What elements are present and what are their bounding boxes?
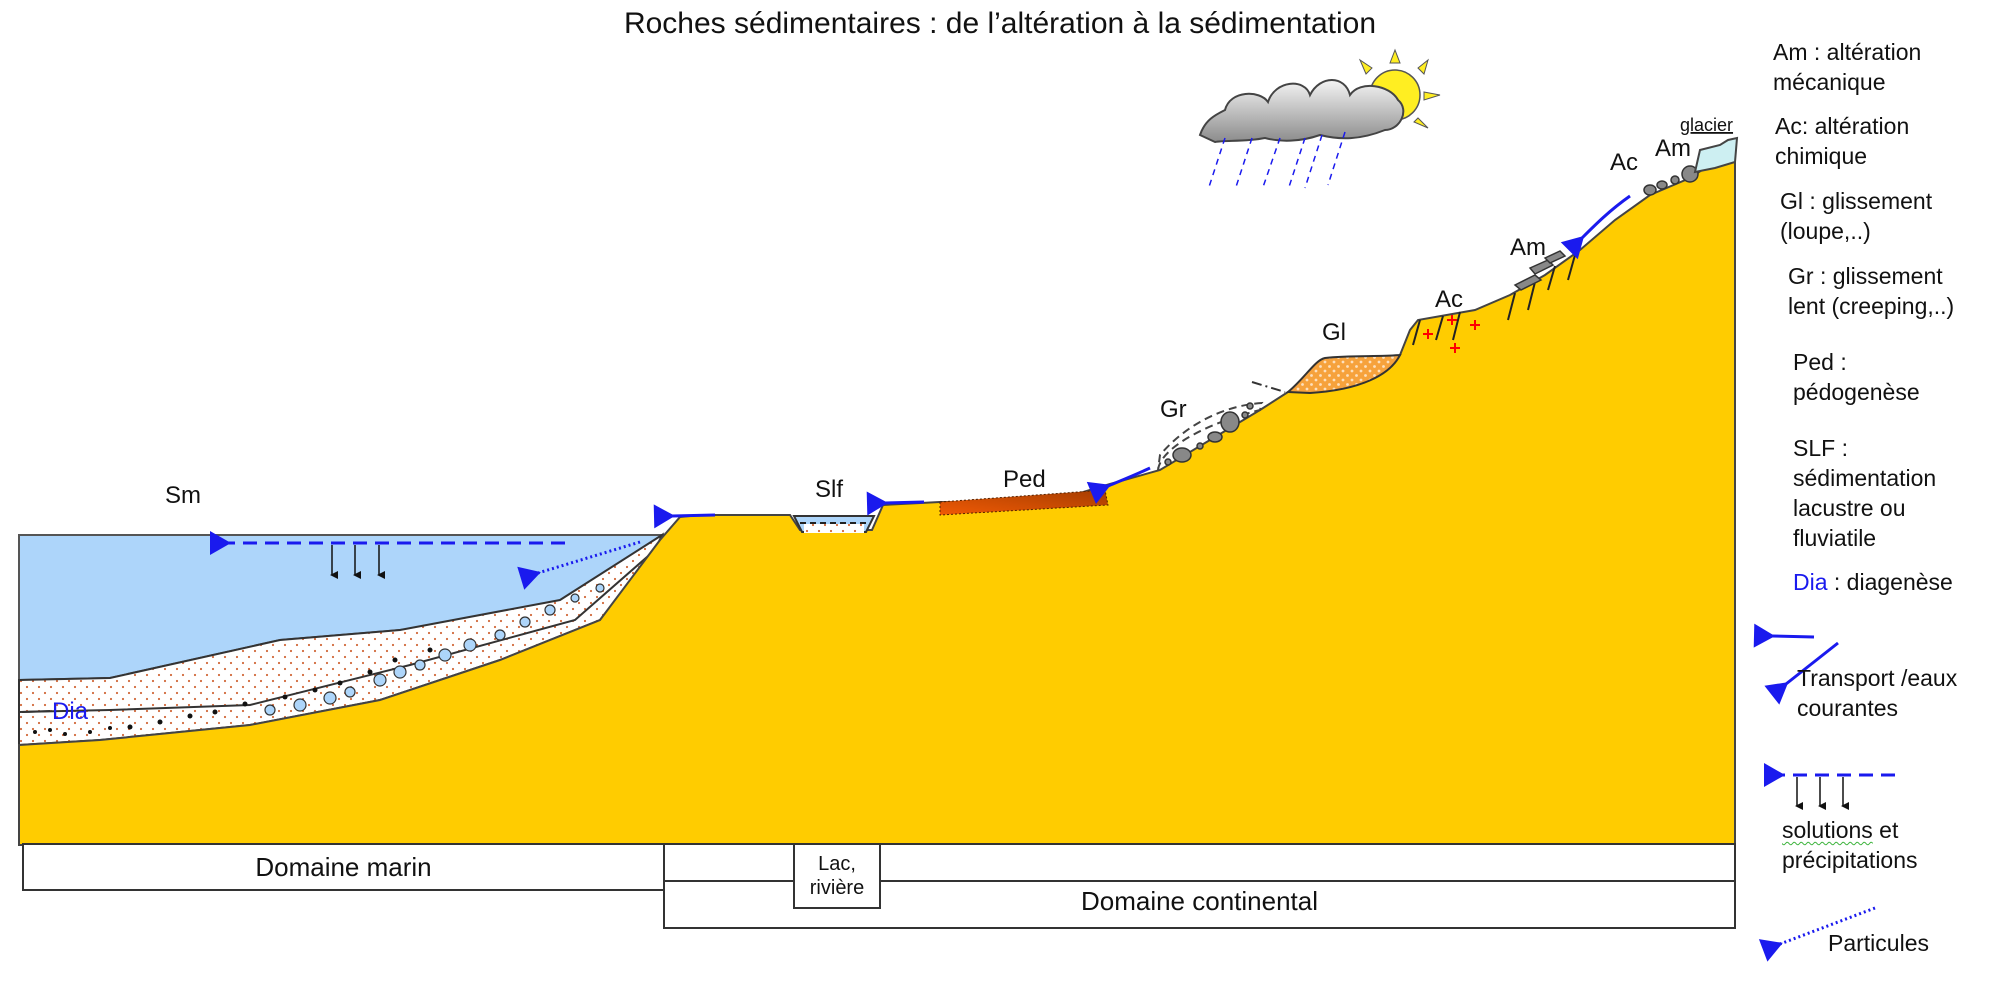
label-gr: Gr bbox=[1160, 396, 1187, 423]
precipitation-arrows bbox=[330, 545, 385, 579]
label-sm: Sm bbox=[165, 482, 201, 509]
rock-body bbox=[18, 160, 1736, 846]
chemical-weathering-marks bbox=[1423, 315, 1480, 353]
domain-continental-label: Domaine continental bbox=[1080, 886, 1319, 916]
legend-ac: Ac: altération chimique bbox=[1775, 113, 1910, 169]
riviere-label: rivière bbox=[809, 877, 865, 899]
diagram-title: Roches sédimentaires : de l’altération à… bbox=[624, 7, 1376, 40]
label-dia: Dia bbox=[52, 698, 89, 725]
legend-particles-icon bbox=[1758, 906, 1876, 962]
legend-transport: Transport /eaux courantes bbox=[1797, 665, 1958, 721]
legend-slf: SLF : sédimentation lacustre ou fluviatile bbox=[1793, 435, 1937, 551]
lac-label: Lac, bbox=[818, 853, 856, 875]
transport-arrows bbox=[653, 194, 1631, 529]
soil-ped bbox=[939, 489, 1109, 516]
legend-solutions: solutions et précipitations bbox=[1782, 817, 1918, 873]
diagenesis-line bbox=[21, 710, 51, 713]
landslide-slump bbox=[1285, 353, 1402, 395]
label-am-high: Am bbox=[1655, 135, 1691, 162]
label-ac-low: Ac bbox=[1435, 286, 1463, 313]
legend-transport-icon bbox=[1753, 623, 1839, 705]
label-slf: Slf bbox=[815, 476, 843, 503]
diagenesis-black-grains bbox=[33, 647, 433, 736]
label-am-mid: Am bbox=[1510, 234, 1546, 261]
legend-particules: Particules bbox=[1828, 930, 1929, 956]
creeping-mass bbox=[1157, 401, 1264, 471]
legend-am: Am : altération mécanique bbox=[1773, 39, 1922, 95]
legend-ped: Ped : pédogenèse bbox=[1793, 349, 1920, 405]
lake-sediment bbox=[804, 524, 864, 533]
rain bbox=[1207, 131, 1346, 191]
label-ped: Ped bbox=[1003, 466, 1046, 493]
domain-marin-box: Domaine marin bbox=[22, 843, 665, 891]
fractures bbox=[1412, 254, 1576, 346]
slip-surface bbox=[1251, 381, 1286, 393]
glacier bbox=[1693, 136, 1739, 174]
creeping-boulders bbox=[1164, 402, 1254, 466]
lac-riviere-box: Lac, rivière bbox=[793, 843, 881, 909]
legend-precipitation-icon bbox=[1795, 777, 1849, 810]
legend-gr: Gr : glissement lent (creeping,..) bbox=[1788, 263, 1955, 319]
diagenesis-clasts bbox=[264, 583, 605, 716]
upper-boulders bbox=[1643, 165, 1699, 196]
domain-marin-label: Domaine marin bbox=[255, 851, 432, 882]
label-glacier: glacier bbox=[1680, 115, 1733, 135]
label-gl: Gl bbox=[1322, 319, 1346, 346]
domain-divider bbox=[663, 880, 1736, 882]
legend-dia: Dia : diagenèse bbox=[1793, 569, 1953, 595]
legend-gl: Gl : glissement (loupe,..) bbox=[1780, 188, 1933, 244]
label-ac-high: Ac bbox=[1610, 149, 1638, 176]
cloud-icon bbox=[1198, 79, 1405, 144]
